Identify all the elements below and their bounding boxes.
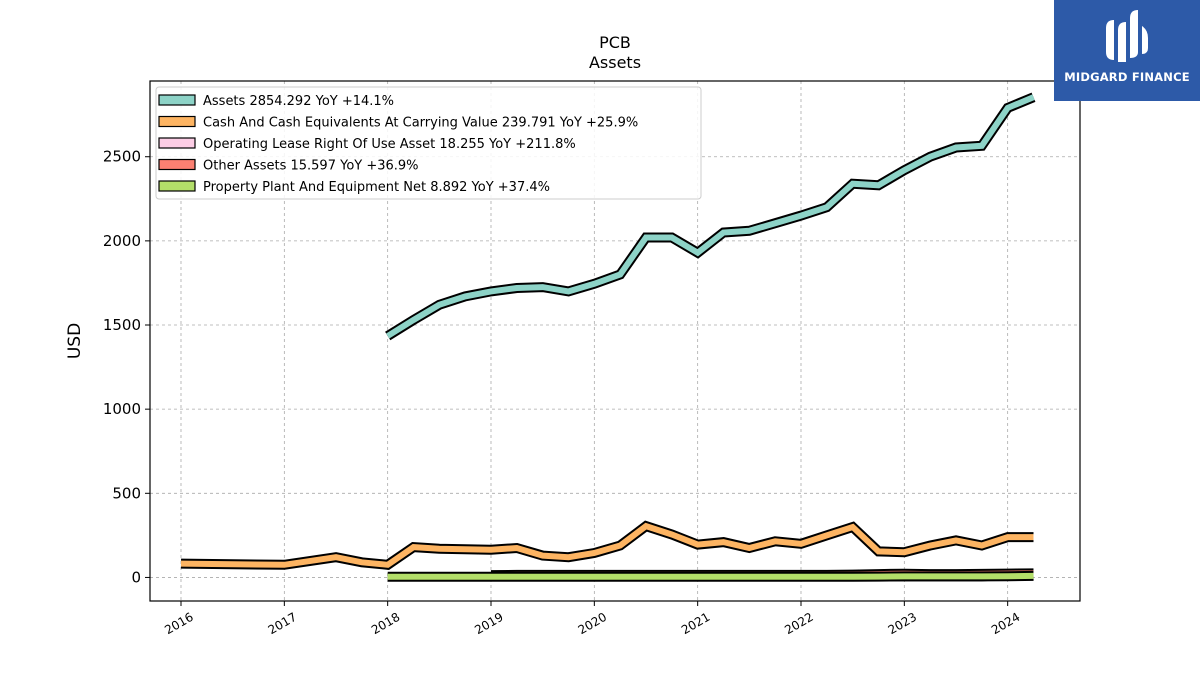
legend-swatch — [158, 115, 196, 128]
y-axis-label: USD — [65, 323, 85, 359]
legend-label: Cash And Cash Equivalents At Carrying Va… — [203, 116, 638, 131]
y-tick-label: 2000 — [103, 232, 141, 250]
y-tick-label: 500 — [112, 484, 141, 502]
y-tick-label: 2500 — [103, 148, 141, 166]
legend-swatch — [158, 180, 196, 192]
series-4 — [387, 570, 1034, 582]
legend-swatch — [158, 158, 196, 171]
midgard-finance-logo: MIDGARD FINANCE — [1054, 0, 1200, 101]
y-tick-label: 0 — [131, 568, 141, 586]
logo-mark-icon — [1106, 10, 1148, 62]
x-tick-label: 2021 — [679, 610, 712, 637]
x-tick-label: 2023 — [886, 610, 919, 637]
x-tick-label: 2022 — [782, 610, 815, 637]
chart-title: PCB — [599, 33, 631, 52]
series-1 — [180, 520, 1034, 570]
series-line — [386, 94, 1035, 339]
legend: Assets 2854.292 YoY +14.1% Cash And Cash … — [155, 86, 702, 200]
legend-label: Other Assets 15.597 YoY +36.9% — [203, 159, 419, 174]
y-tick-label: 1500 — [103, 316, 141, 334]
x-tick-label: 2018 — [369, 610, 402, 637]
plot-frame — [149, 80, 1081, 602]
legend-label: Assets 2854.292 YoY +14.1% — [203, 94, 394, 109]
y-tick-label: 1000 — [103, 400, 141, 418]
chart-subtitle: Assets — [589, 53, 641, 72]
legend-swatch — [158, 137, 196, 149]
x-tick-label: 2016 — [162, 610, 195, 637]
x-tick-label: 2024 — [989, 610, 1022, 637]
legend-swatch — [158, 94, 196, 106]
series-layer — [180, 92, 1036, 582]
x-tick-label: 2017 — [266, 610, 299, 637]
x-tick-label: 2020 — [576, 610, 609, 637]
legend-label: Operating Lease Right Of Use Asset 18.25… — [203, 137, 576, 152]
legend-box — [155, 86, 702, 200]
logo-text: MIDGARD FINANCE — [1064, 70, 1190, 84]
series-line — [387, 572, 1034, 580]
series-line — [180, 522, 1034, 568]
x-tick-label: 2019 — [472, 610, 505, 637]
series-0 — [385, 92, 1036, 341]
legend-label: Property Plant And Equipment Net 8.892 Y… — [203, 180, 550, 195]
